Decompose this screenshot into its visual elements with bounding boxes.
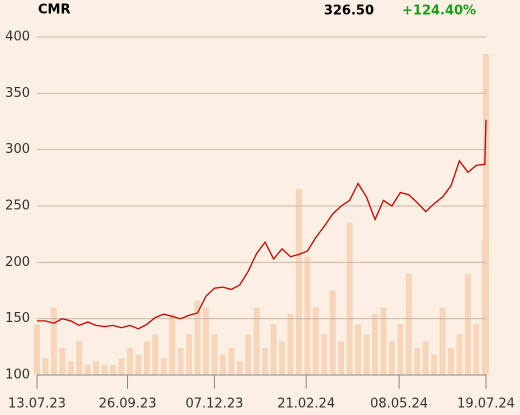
volume-bar [219,354,226,375]
x-tick-label: 08.05.24 [370,397,428,412]
volume-bar [355,324,362,375]
volume-bar [304,256,311,375]
volume-bar [473,324,480,375]
volume-bar [202,307,209,375]
price-line [37,119,487,330]
volume-bar [160,358,167,375]
volume-bar [346,222,353,375]
volume-bar [211,334,218,375]
volume-bar [270,324,277,375]
x-tick-label: 19.07.24 [457,397,515,412]
volume-bar [439,307,446,375]
volume-bar [93,361,100,375]
volume-bar [194,300,201,375]
volume-bar [135,354,142,375]
x-tick-label: 26.09.23 [99,397,157,412]
volume-bar [431,354,438,375]
volume-bar [228,347,235,375]
volume-bar [245,334,252,375]
x-tick-label: 13.07.23 [8,397,66,412]
volume-bar [143,341,150,375]
chart-title: CMR [38,3,71,18]
volume-bar [50,307,57,375]
volume-bar [464,273,471,375]
volume-bar [59,347,66,375]
volume-bar [329,290,336,375]
y-tick-label: 400 [5,30,30,45]
y-tick-label: 150 [5,311,30,326]
volume-bar [397,324,404,375]
y-tick-label: 300 [5,142,30,157]
volume-bar [287,314,294,375]
volume-bar [321,334,328,375]
volume-bar [414,347,421,375]
volume-bar [118,358,125,375]
y-tick-label: 250 [5,199,30,214]
volume-bar [295,189,302,375]
volume-bar [152,334,159,375]
y-tick-label: 350 [5,86,30,101]
change: +124.40% [402,4,476,19]
volume-bar [253,307,260,375]
volume-bar [363,334,370,375]
y-tick-label: 200 [5,255,30,270]
volume-bar [312,307,319,375]
volume-bar [483,53,489,376]
volume-bar [84,364,91,375]
y-tick-label: 100 [5,368,30,383]
volume-bar [177,347,184,375]
volume-bar [380,307,387,375]
last-value: 326.50 [324,4,374,19]
x-tick-label: 07.12.23 [185,397,243,412]
volume-bar [126,347,133,375]
volume-bar [236,361,243,375]
volume-bar [279,341,286,375]
volume-bar [262,347,269,375]
volume-bar [338,341,345,375]
volume-bar [405,273,412,375]
volume-bar [76,341,83,375]
volume-bar [42,358,49,375]
volume-bar [34,324,40,375]
volume-bar [169,314,176,375]
volume-bar [447,347,454,375]
volume-bar [388,341,395,375]
volume-bar [371,314,378,375]
volume-bar [110,364,117,375]
volume-bar [422,341,429,375]
x-tick-label: 21.02.24 [277,397,335,412]
volume-bar [456,334,463,375]
volume-bar [186,334,193,375]
volume-bar [101,364,108,375]
volume-bar [67,361,74,375]
